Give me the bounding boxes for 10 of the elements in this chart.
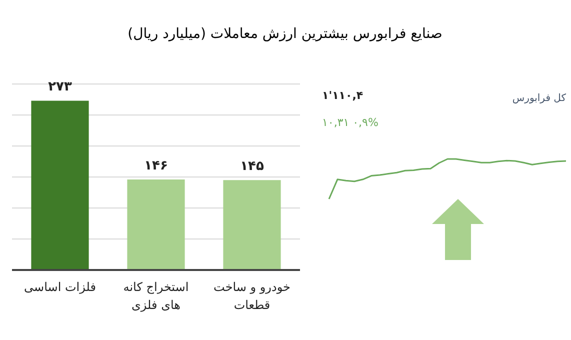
text: ۱'۱۱۰,۴ — [322, 89, 364, 102]
x-tick-label: خودرو و ساخت قطعات — [212, 279, 292, 314]
chart-title: صنایع فرابورس بیشترین ارزش معاملات (میلیارد ریال) — [128, 26, 442, 42]
data-label: ۱۴۵ — [240, 159, 264, 174]
x-tick-label: استخراج کانه های فلزی — [122, 279, 190, 314]
data-label: ۲۷۳ — [48, 80, 72, 95]
text: ۱۰,۳۱ ۰,۹% — [322, 116, 378, 129]
data-label: ۱۴۶ — [144, 158, 168, 174]
x-tick-label: فلزات اساسی — [23, 279, 97, 296]
chart-title: کل فرابورس — [512, 93, 566, 104]
